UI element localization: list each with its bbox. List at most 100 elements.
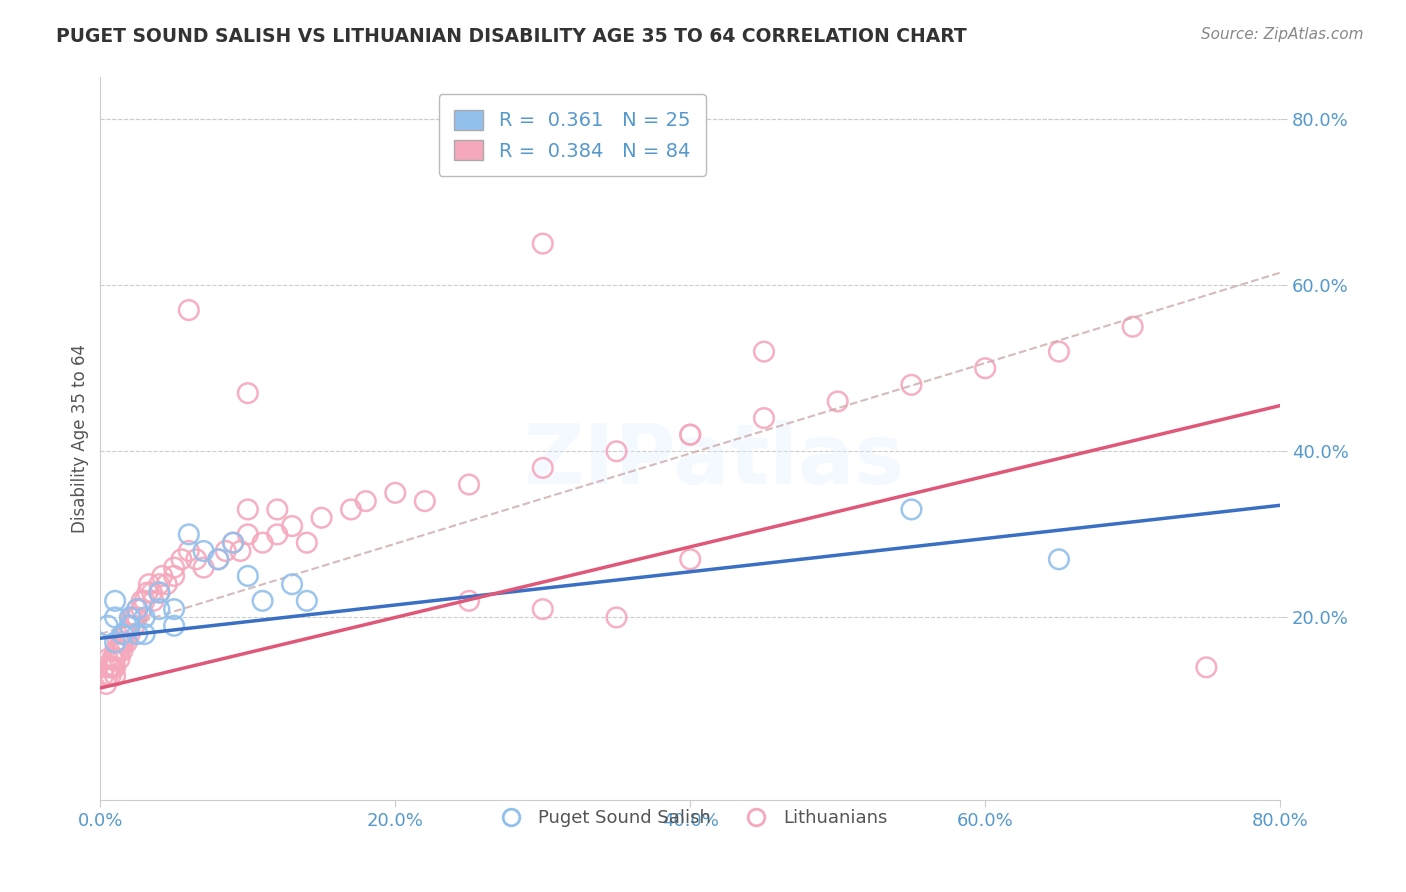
Point <box>118 619 141 633</box>
Point <box>127 627 149 641</box>
Point <box>110 635 132 649</box>
Point <box>177 303 200 318</box>
Point <box>94 660 117 674</box>
Point <box>1047 552 1070 566</box>
Point <box>900 377 922 392</box>
Point <box>131 594 153 608</box>
Point <box>138 577 160 591</box>
Point <box>108 652 131 666</box>
Point <box>605 444 627 458</box>
Point <box>679 552 702 566</box>
Point <box>104 635 127 649</box>
Point <box>605 610 627 624</box>
Point <box>266 502 288 516</box>
Point <box>148 585 170 599</box>
Point <box>354 494 377 508</box>
Point <box>100 660 122 674</box>
Point <box>101 652 124 666</box>
Point <box>163 560 186 574</box>
Point <box>531 236 554 251</box>
Point <box>236 569 259 583</box>
Point <box>118 627 141 641</box>
Point <box>236 386 259 401</box>
Point <box>127 610 149 624</box>
Point <box>114 627 136 641</box>
Point <box>98 660 121 674</box>
Point <box>413 494 436 508</box>
Y-axis label: Disability Age 35 to 64: Disability Age 35 to 64 <box>72 344 89 533</box>
Point <box>91 668 114 682</box>
Point <box>458 594 481 608</box>
Point <box>163 619 186 633</box>
Point <box>170 552 193 566</box>
Point <box>148 602 170 616</box>
Point <box>134 594 156 608</box>
Point <box>752 344 775 359</box>
Point <box>150 569 173 583</box>
Point <box>131 602 153 616</box>
Point <box>177 527 200 541</box>
Point <box>97 668 120 682</box>
Point <box>103 660 125 674</box>
Point <box>104 652 127 666</box>
Point <box>193 544 215 558</box>
Point <box>531 602 554 616</box>
Point <box>100 668 122 682</box>
Point <box>115 635 138 649</box>
Point <box>108 643 131 657</box>
Point <box>142 594 165 608</box>
Point <box>531 461 554 475</box>
Point <box>281 519 304 533</box>
Point <box>118 619 141 633</box>
Point <box>1047 344 1070 359</box>
Point <box>281 577 304 591</box>
Legend: Puget Sound Salish, Lithuanians: Puget Sound Salish, Lithuanians <box>485 802 894 835</box>
Point <box>236 527 259 541</box>
Point <box>104 660 127 674</box>
Point <box>148 585 170 599</box>
Point <box>295 594 318 608</box>
Point <box>127 602 149 616</box>
Point <box>193 560 215 574</box>
Point <box>112 635 135 649</box>
Point <box>104 594 127 608</box>
Point <box>229 544 252 558</box>
Point <box>207 552 229 566</box>
Point <box>163 602 186 616</box>
Point <box>118 610 141 624</box>
Point <box>177 544 200 558</box>
Point <box>104 668 127 682</box>
Point <box>104 643 127 657</box>
Point <box>1122 319 1144 334</box>
Point <box>121 610 143 624</box>
Point <box>120 610 142 624</box>
Text: PUGET SOUND SALISH VS LITHUANIAN DISABILITY AGE 35 TO 64 CORRELATION CHART: PUGET SOUND SALISH VS LITHUANIAN DISABIL… <box>56 27 967 45</box>
Point <box>97 652 120 666</box>
Point <box>1195 660 1218 674</box>
Point <box>96 677 118 691</box>
Point <box>679 427 702 442</box>
Point <box>827 394 849 409</box>
Point <box>458 477 481 491</box>
Point <box>127 602 149 616</box>
Point <box>115 627 138 641</box>
Point <box>207 552 229 566</box>
Point <box>122 619 145 633</box>
Text: ZIPatlas: ZIPatlas <box>523 420 904 501</box>
Point <box>107 643 129 657</box>
Point <box>974 361 997 376</box>
Point <box>384 485 406 500</box>
Point <box>112 627 135 641</box>
Point <box>111 643 134 657</box>
Text: Source: ZipAtlas.com: Source: ZipAtlas.com <box>1201 27 1364 42</box>
Point <box>340 502 363 516</box>
Point <box>134 627 156 641</box>
Point <box>97 619 120 633</box>
Point <box>107 635 129 649</box>
Point <box>900 502 922 516</box>
Point <box>222 535 245 549</box>
Point <box>215 544 238 558</box>
Point <box>111 627 134 641</box>
Point <box>295 535 318 549</box>
Point <box>163 569 186 583</box>
